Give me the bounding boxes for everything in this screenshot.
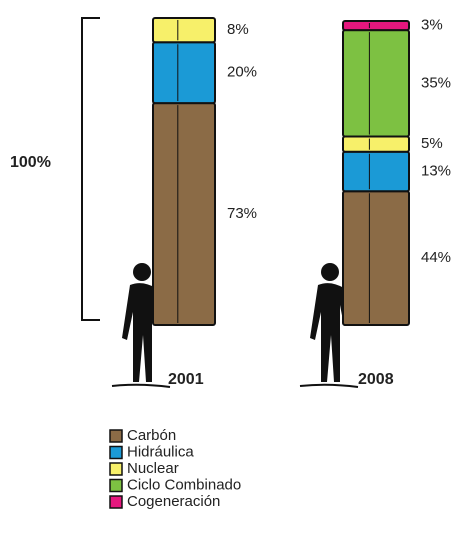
- legend-swatch: [109, 495, 123, 509]
- bar-segment: [342, 150, 410, 193]
- legend-swatch: [109, 478, 123, 493]
- bar-segment: [152, 41, 216, 105]
- year-label: 2008: [358, 371, 394, 388]
- legend-label: Hidráulica: [127, 443, 194, 460]
- bar-segment: [342, 20, 410, 32]
- legend-swatch: [109, 429, 123, 443]
- value-label: 20%: [227, 64, 257, 81]
- value-label: 35%: [421, 74, 451, 91]
- annotation: 100%: [10, 154, 51, 171]
- legend-label: Cogeneración: [127, 493, 220, 510]
- value-label: 73%: [227, 205, 257, 222]
- value-label: 5%: [421, 135, 443, 152]
- bar-segment: [152, 102, 216, 326]
- bar-segment: [342, 29, 410, 138]
- bar-segment: [342, 135, 410, 153]
- value-label: 8%: [227, 21, 249, 38]
- year-label: 2001: [168, 371, 204, 388]
- legend-label: Ciclo Combinado: [127, 476, 241, 493]
- bar-segment: [342, 190, 410, 326]
- legend-label: Nuclear: [127, 460, 179, 477]
- legend-swatch: [109, 462, 123, 476]
- legend-label: Carbón: [127, 427, 176, 444]
- value-label: 44%: [421, 249, 451, 266]
- value-label: 3%: [421, 17, 443, 34]
- bracket: [81, 17, 100, 321]
- figure: [111, 263, 359, 388]
- legend-swatch: [109, 445, 123, 460]
- value-label: 13%: [421, 162, 451, 179]
- bar-segment: [152, 16, 216, 44]
